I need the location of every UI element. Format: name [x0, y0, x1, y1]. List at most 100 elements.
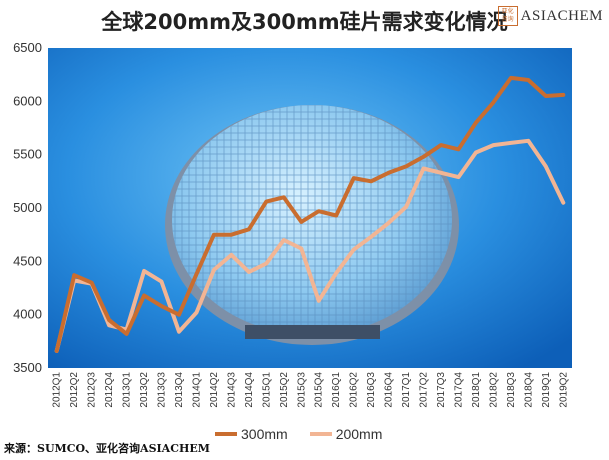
x-tick-label: 2016Q3: [366, 372, 377, 408]
x-tick-label: 2014Q2: [209, 372, 220, 408]
data-point-200mm: [509, 141, 513, 145]
data-point-300mm: [352, 176, 356, 180]
asiachem-logo: 亚化 咨询 ASIACHEM: [497, 6, 603, 26]
data-point-300mm: [474, 121, 478, 125]
legend-swatch-300mm: [215, 432, 237, 436]
data-point-300mm: [561, 93, 565, 97]
x-tick-label: 2014Q4: [244, 372, 255, 408]
data-point-200mm: [387, 221, 391, 225]
x-tick-label: 2016Q1: [331, 372, 342, 408]
data-point-300mm: [177, 313, 181, 317]
data-point-300mm: [491, 100, 495, 104]
data-point-200mm: [369, 235, 373, 239]
x-tick-label: 2015Q1: [261, 372, 272, 408]
data-point-300mm: [90, 281, 94, 285]
data-point-300mm: [247, 227, 251, 231]
data-point-200mm: [334, 271, 338, 275]
y-tick-label: 5500: [13, 147, 42, 162]
data-point-200mm: [299, 246, 303, 251]
x-tick-label: 2018Q4: [523, 372, 534, 408]
y-tick-label: 4000: [13, 307, 42, 322]
chart-legend: 300mm 200mm: [215, 426, 382, 442]
data-point-200mm: [229, 253, 233, 257]
data-point-200mm: [282, 238, 286, 242]
x-tick-label: 2012Q4: [104, 372, 115, 408]
x-tick-label: 2018Q2: [488, 372, 499, 408]
legend-label-300mm: 300mm: [241, 426, 288, 442]
x-tick-label: 2014Q3: [226, 372, 237, 408]
data-point-200mm: [561, 201, 565, 205]
logo-mark: 亚化 咨询: [497, 6, 518, 26]
x-tick-label: 2015Q4: [314, 372, 325, 408]
data-point-200mm: [439, 171, 443, 175]
x-tick-label: 2015Q2: [279, 372, 290, 408]
data-point-300mm: [125, 332, 129, 336]
legend-item-300mm: 300mm: [215, 426, 288, 442]
x-tick-label: 2017Q3: [436, 372, 447, 408]
y-tick-label: 3500: [13, 360, 42, 375]
logo-text: ASIACHEM: [520, 7, 603, 24]
data-point-300mm: [544, 94, 548, 98]
data-point-300mm: [317, 209, 321, 213]
x-axis-ticks: 2012Q1 2012Q2 2012Q3 2012Q4 2013Q1 2013Q2 2013…: [52, 372, 570, 408]
data-point-200mm: [264, 261, 268, 266]
data-point-300mm: [421, 155, 426, 159]
data-point-200mm: [544, 164, 548, 168]
data-point-300mm: [369, 179, 373, 183]
data-point-200mm: [474, 150, 478, 155]
y-tick-label: 5000: [13, 200, 42, 215]
x-tick-label: 2014Q1: [191, 372, 202, 408]
data-point-200mm: [142, 269, 146, 273]
x-tick-label: 2013Q4: [174, 372, 185, 408]
x-tick-label: 2019Q1: [541, 372, 552, 408]
x-tick-label: 2013Q1: [122, 372, 133, 408]
source-note: 来源：SUMCO、亚化咨询ASIACHEM: [4, 442, 210, 455]
data-point-200mm: [352, 248, 356, 252]
data-point-200mm: [456, 175, 461, 179]
data-point-300mm: [509, 76, 513, 80]
data-point-300mm: [264, 200, 268, 204]
data-point-300mm: [107, 318, 111, 322]
data-point-300mm: [334, 213, 338, 218]
series-line-300mm: [54, 75, 566, 353]
data-point-200mm: [421, 166, 426, 171]
y-tick-label: 4500: [13, 253, 42, 268]
data-point-300mm: [387, 171, 391, 175]
series-line-200mm: [54, 138, 566, 353]
x-tick-label: 2018Q1: [471, 372, 482, 408]
data-point-200mm: [194, 310, 199, 315]
chart-title: 全球200mm及300mm硅片需求变化情况: [101, 10, 508, 34]
x-tick-label: 2016Q4: [384, 372, 395, 408]
series-lines: [54, 75, 566, 353]
data-point-300mm: [159, 304, 164, 308]
legend-label-200mm: 200mm: [335, 426, 383, 442]
data-point-200mm: [212, 268, 216, 272]
x-tick-label: 2017Q1: [401, 372, 412, 408]
data-point-300mm: [456, 147, 461, 151]
data-point-300mm: [194, 272, 199, 276]
x-tick-label: 2012Q2: [69, 372, 80, 408]
data-point-300mm: [526, 78, 530, 82]
data-point-300mm: [72, 273, 76, 277]
legend-item-200mm: 200mm: [309, 426, 383, 442]
x-tick-label: 2019Q2: [558, 372, 569, 408]
x-tick-label: 2012Q1: [52, 372, 63, 408]
x-tick-label: 2017Q2: [419, 372, 430, 408]
x-tick-label: 2016Q2: [349, 372, 360, 408]
wafer-image: [165, 105, 459, 345]
data-point-200mm: [317, 299, 321, 303]
data-point-200mm: [491, 143, 495, 147]
x-tick-label: 2012Q3: [87, 372, 98, 408]
data-point-200mm: [159, 280, 164, 284]
y-tick-label: 6500: [13, 40, 42, 55]
y-tick-label: 6000: [13, 93, 42, 108]
x-tick-label: 2018Q3: [506, 372, 517, 408]
data-point-300mm: [439, 143, 443, 147]
data-point-200mm: [177, 330, 181, 334]
data-point-300mm: [299, 220, 303, 224]
data-point-300mm: [142, 293, 146, 298]
data-point-200mm: [526, 139, 530, 143]
legend-swatch-200mm: [309, 432, 332, 436]
plot-background: [48, 48, 572, 368]
